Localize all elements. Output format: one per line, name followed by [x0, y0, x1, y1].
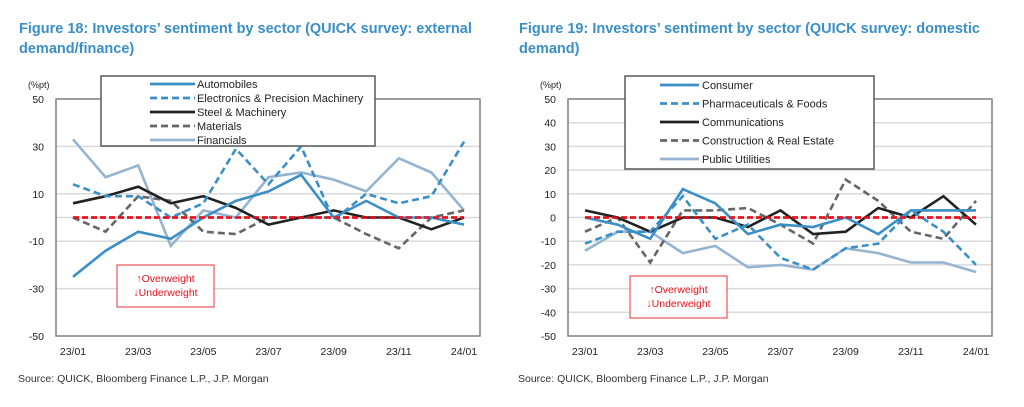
series-line-electronics-precision-machinery: [72, 141, 466, 222]
legend-item: Electronics & Precision Machinery: [150, 93, 364, 105]
legend-label: Consumer: [702, 80, 753, 92]
legend-item: Communications: [660, 117, 784, 129]
legend: Consumer Pharmaceuticals & Foods Communica…: [624, 75, 875, 170]
x-tick-label: 23/09: [833, 346, 859, 358]
y-tick-label: 50: [544, 94, 556, 106]
note-box: [629, 275, 728, 319]
legend-item: Materials: [150, 121, 242, 133]
figure-18-panel: Figure 18: Investors’ sentiment by secto…: [18, 21, 481, 385]
x-tick-label: 23/03: [637, 346, 663, 358]
legend-item: Financials: [150, 135, 247, 147]
series-line-construction-real-estate: [584, 177, 977, 265]
y-tick-label: 10: [32, 189, 44, 201]
y-tick-label: 40: [544, 118, 556, 130]
overweight-underweight-note: ↑Overweight ↓Underweight: [116, 264, 215, 308]
legend-label: Pharmaceuticals & Foods: [702, 99, 828, 111]
legend: Automobiles Electronics & Precision Machi…: [100, 75, 376, 147]
note-underweight: ↓Underweight: [133, 287, 197, 299]
x-tick-label: 23/11: [386, 346, 412, 358]
legend-label: Materials: [197, 121, 242, 133]
legend-box: [100, 75, 376, 147]
y-tick-label: -30: [29, 284, 44, 296]
y-tick-label: 10: [544, 189, 556, 201]
legend-label: Automobiles: [197, 79, 258, 91]
legend-label: Electronics & Precision Machinery: [197, 93, 364, 105]
x-tick-label: 23/07: [767, 346, 793, 358]
legend-item: Consumer: [660, 80, 753, 92]
x-tick-label: 23/03: [125, 346, 151, 358]
legend-label: Communications: [702, 117, 784, 129]
y-axis-unit-label: (%pt): [28, 80, 50, 90]
y-tick-label: 20: [544, 165, 556, 177]
y-tick-label: 0: [550, 213, 556, 225]
y-tick-label: -50: [29, 331, 44, 343]
y-tick-label: -20: [541, 260, 556, 272]
x-tick-label: 23/05: [190, 346, 216, 358]
y-tick-label: 30: [32, 141, 44, 153]
y-tick-label: 30: [544, 141, 556, 153]
figure-19-chart: 50 40 30 20 10 0 -10 -20 -30 -40 -50 (%pt) 23/01 23/0…: [540, 75, 993, 358]
figure-18-chart: 50 30 10 -10 -30 -50 (%pt) 23/01 23/03 23/05 23/07…: [28, 75, 481, 358]
y-tick-label: -30: [541, 284, 556, 296]
series-line-consumer: [584, 187, 976, 241]
legend-label: Public Utilities: [702, 154, 771, 166]
x-tick-label: 23/11: [898, 346, 924, 358]
x-tick-label: 23/05: [702, 346, 728, 358]
x-tick-label: 24/01: [963, 346, 989, 358]
note-box: [116, 264, 215, 308]
legend-item: Automobiles: [150, 79, 258, 91]
note-underweight: ↓Underweight: [646, 298, 710, 310]
note-overweight: ↑Overweight: [649, 284, 707, 296]
legend-label: Financials: [197, 135, 247, 147]
overweight-underweight-note: ↑Overweight ↓Underweight: [629, 275, 728, 319]
x-tick-label: 23/01: [60, 346, 86, 358]
source-note: Source: QUICK, Bloomberg Finance L.P., J…: [18, 373, 269, 385]
y-tick-label: -40: [541, 307, 556, 319]
series-line-pharmaceuticals-foods: [584, 194, 977, 272]
figure-title: Figure 19: Investors’ sentiment by secto…: [519, 21, 980, 57]
y-tick-label: -10: [541, 236, 556, 248]
x-tick-label: 23/09: [321, 346, 347, 358]
source-note: Source: QUICK, Bloomberg Finance L.P., J…: [518, 373, 769, 385]
figure-19-panel: Figure 19: Investors’ sentiment by secto…: [512, 0, 1024, 407]
x-tick-label: 24/01: [451, 346, 477, 358]
y-tick-label: 50: [32, 94, 44, 106]
y-tick-label: -10: [29, 236, 44, 248]
y-axis-unit-label: (%pt): [540, 80, 562, 90]
y-tick-label: -50: [541, 331, 556, 343]
legend-label: Construction & Real Estate: [702, 136, 834, 148]
legend-label: Steel & Machinery: [197, 107, 287, 119]
x-tick-label: 23/07: [255, 346, 281, 358]
figure-title: Figure 18: Investors’ sentiment by secto…: [19, 21, 472, 57]
legend-item: Construction & Real Estate: [660, 136, 834, 148]
legend-item: Pharmaceuticals & Foods: [660, 99, 828, 111]
legend-item: Public Utilities: [660, 154, 771, 166]
series-line-financials: [72, 138, 465, 249]
legend-item: Steel & Machinery: [150, 107, 287, 119]
x-tick-label: 23/01: [572, 346, 598, 358]
note-overweight: ↑Overweight: [136, 273, 194, 285]
